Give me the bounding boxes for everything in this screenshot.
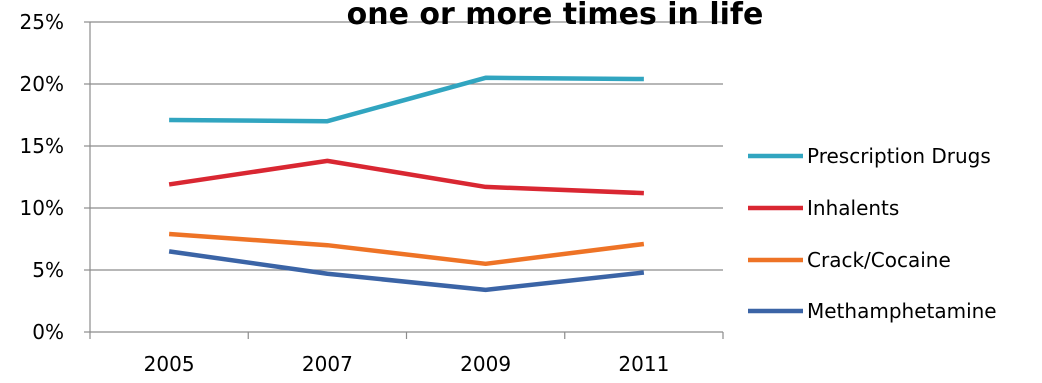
y-tick-label: 25% [20,10,64,34]
axes [84,21,724,339]
x-tick-label: 2011 [618,352,669,376]
legend-label: Inhalents [807,196,899,220]
x-tick-labels: 2005 2007 2009 2011 [144,352,670,376]
series-line-inhalents [168,158,644,196]
y-tick-label: 10% [20,196,64,220]
series-line-crack-cocaine [168,231,645,267]
y-tick-label: 20% [20,72,64,96]
y-tick-labels: 0% 5% 10% 15% 20% 25% [20,10,64,344]
y-tick-label: 5% [32,258,64,282]
series-line-prescription-drugs [169,75,644,124]
chart-title: one or more times in life [347,0,764,32]
series-line-methamphetamine [168,249,645,293]
series-lines [168,75,645,293]
legend-label: Methamphetamine [807,299,997,323]
x-tick-label: 2009 [460,352,511,376]
y-tick-label: 15% [20,134,64,158]
legend: Prescription Drugs Inhalents Crack/Cocaine… [748,144,997,323]
y-tick-label: 0% [32,320,64,344]
legend-label: Crack/Cocaine [807,248,951,272]
x-tick-label: 2007 [302,352,353,376]
legend-label: Prescription Drugs [807,144,991,168]
x-tick-label: 2005 [144,352,195,376]
grid-lines [90,21,723,271]
